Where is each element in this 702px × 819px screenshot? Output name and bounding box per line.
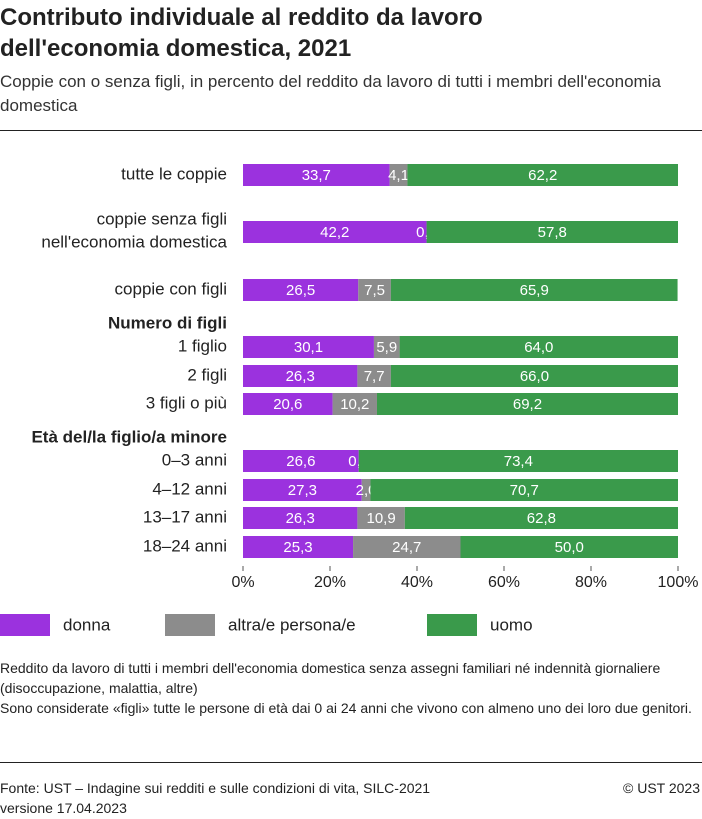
divider xyxy=(0,130,702,131)
bar-segment xyxy=(390,279,678,301)
legend-label: donna xyxy=(63,615,111,634)
data-label: 64,0 xyxy=(524,339,553,356)
data-label: 26,5 xyxy=(286,282,315,299)
category-label: tutte le coppie xyxy=(121,164,227,183)
data-label: 26,6 xyxy=(286,453,315,470)
data-label: 30,1 xyxy=(294,339,323,356)
data-label: 69,2 xyxy=(513,396,542,413)
note: Reddito da lavoro di tutti i membri dell… xyxy=(0,660,661,696)
data-label: 62,2 xyxy=(528,167,557,184)
bar-segment xyxy=(426,221,678,243)
bar-segment xyxy=(243,479,362,501)
data-label: 50,0 xyxy=(555,539,584,556)
bar-segment xyxy=(370,479,678,501)
bar-segment xyxy=(243,336,374,358)
bar-segment xyxy=(389,164,408,186)
bar-segment xyxy=(243,393,333,415)
data-label: 20,6 xyxy=(273,396,302,413)
x-tick-label: 0% xyxy=(231,574,254,591)
bar-segment xyxy=(243,221,427,243)
category-label: 4–12 anni xyxy=(152,479,227,498)
category-label: coppie con figli xyxy=(115,279,227,298)
chart-subtitle: Coppie con o senza figli, in percento de… xyxy=(0,72,661,115)
data-label: 42,2 xyxy=(320,224,349,241)
data-label: 33,7 xyxy=(302,167,331,184)
data-label: 26,3 xyxy=(286,510,315,527)
data-label: 10,2 xyxy=(340,396,369,413)
data-label: 27,3 xyxy=(288,482,317,499)
data-label: 70,7 xyxy=(510,482,539,499)
bar-segment xyxy=(358,450,678,472)
group-label: Numero di figli xyxy=(108,313,227,332)
category-label: 13–17 anni xyxy=(143,507,227,526)
legend-swatch xyxy=(165,614,215,636)
note: Sono considerate «figli» tutte le person… xyxy=(0,700,692,716)
category-label: 2 figli xyxy=(187,365,227,384)
legend-swatch xyxy=(427,614,477,636)
bar-segment xyxy=(243,536,354,558)
data-label: 4,1 xyxy=(388,167,409,184)
x-tick-label: 100% xyxy=(658,574,699,591)
bar-segment xyxy=(357,507,405,529)
bar-segment xyxy=(357,365,391,387)
data-label: 10,9 xyxy=(367,510,396,527)
data-label: 25,3 xyxy=(283,539,312,556)
x-tick-label: 20% xyxy=(314,574,346,591)
bar-segment xyxy=(353,536,461,558)
bar-segment xyxy=(243,365,358,387)
bar-segment xyxy=(332,393,377,415)
category-label: 1 figlio xyxy=(178,336,227,355)
bar-segment xyxy=(407,164,678,186)
source: Fonte: UST – Indagine sui redditi e sull… xyxy=(0,780,431,816)
chart-title: Contributo individuale al reddito da lav… xyxy=(0,4,483,62)
bar-segment xyxy=(243,164,390,186)
category-label: coppie senza figli nell'economia domestic… xyxy=(41,210,227,252)
bar-segment xyxy=(243,507,358,529)
x-tick-label: 80% xyxy=(575,574,607,591)
data-label: 62,8 xyxy=(527,510,556,527)
bar-segment xyxy=(373,336,400,358)
x-tick-label: 60% xyxy=(488,574,520,591)
bar-segment xyxy=(404,507,678,529)
notes: Reddito da lavoro di tutti i membri dell… xyxy=(0,658,700,718)
data-label: 66,0 xyxy=(520,368,549,385)
x-tick-label: 40% xyxy=(401,574,433,591)
data-label: 65,9 xyxy=(520,282,549,299)
data-label: 5,9 xyxy=(376,339,397,356)
bar-segment xyxy=(376,393,678,415)
bar-segment xyxy=(361,479,371,501)
copyright: © UST 2023 xyxy=(623,780,700,796)
category-label: 0–3 anni xyxy=(162,450,227,469)
bar-segment xyxy=(358,279,391,301)
category-label: 18–24 anni xyxy=(143,536,227,555)
data-label: 26,3 xyxy=(286,368,315,385)
bar-segment xyxy=(243,279,359,301)
data-label: 73,4 xyxy=(504,453,533,470)
legend-swatch xyxy=(0,614,50,636)
group-label: Età del/la figlio/a minore xyxy=(31,427,227,446)
bar-segment xyxy=(399,336,678,358)
bar-segment xyxy=(390,365,678,387)
category-label: 3 figli o più xyxy=(146,393,227,412)
legend-label: uomo xyxy=(490,615,533,634)
data-label: 57,8 xyxy=(538,224,567,241)
bar-segment xyxy=(243,450,359,472)
data-label: 7,5 xyxy=(364,282,385,299)
data-label: 24,7 xyxy=(392,539,421,556)
bar-segment xyxy=(460,536,678,558)
divider xyxy=(0,762,702,763)
legend-label: altra/e persona/e xyxy=(228,615,356,634)
data-label: 7,7 xyxy=(364,368,385,385)
